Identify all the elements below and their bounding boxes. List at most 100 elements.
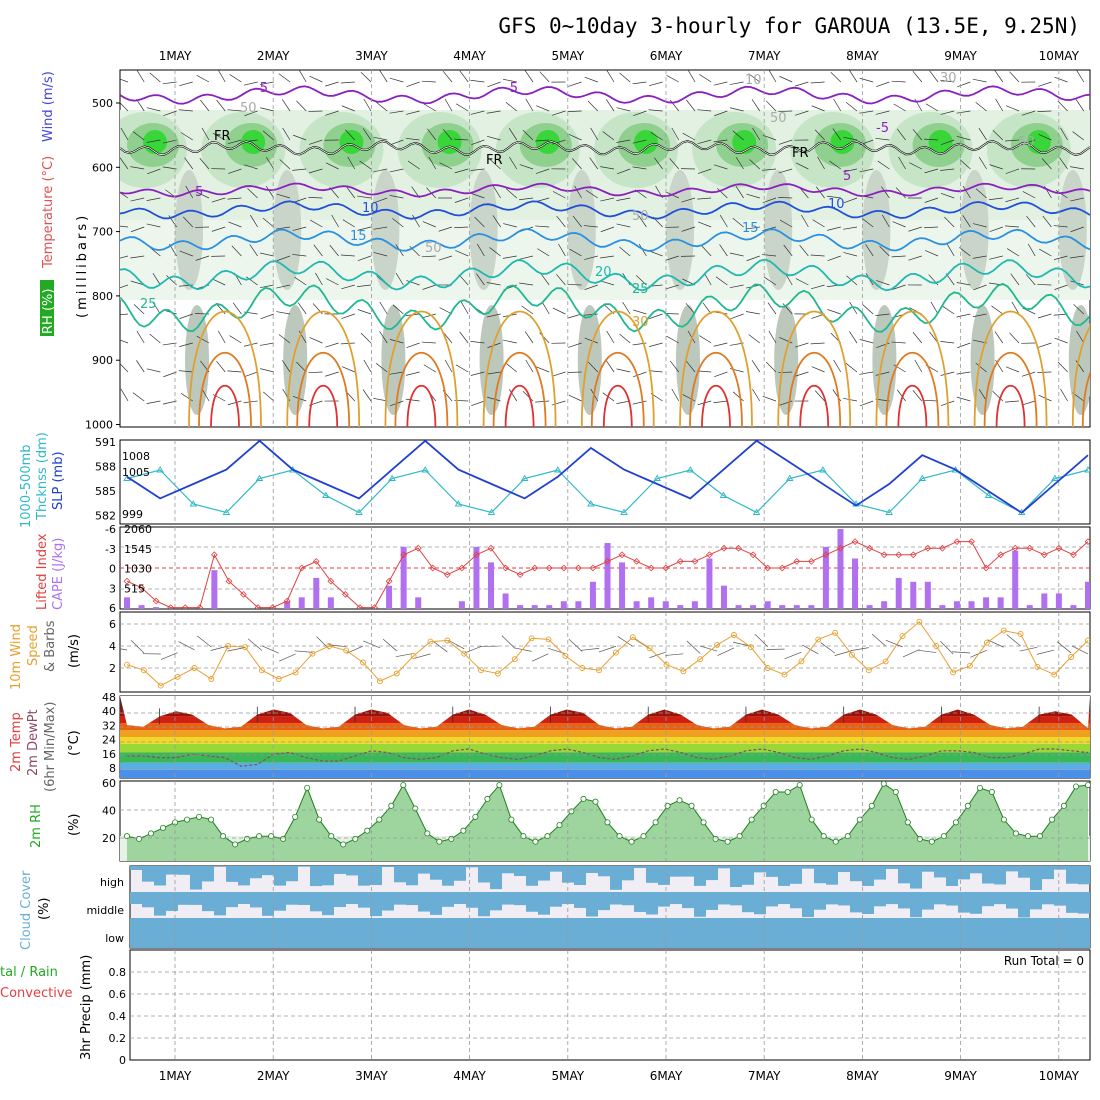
rh-point <box>580 795 587 802</box>
wind-barb <box>152 301 161 315</box>
cloud-middle <box>466 892 478 908</box>
rh-point <box>148 830 155 837</box>
lifted-index-line <box>126 541 1089 609</box>
li-point <box>982 564 990 572</box>
wind-barb <box>944 216 955 228</box>
slp-label-thickness-unit: Thcknss (dm) <box>35 432 50 521</box>
wind-point <box>697 656 704 663</box>
wind-barb <box>1009 71 1020 83</box>
cloud-middle <box>526 892 538 912</box>
wind-barb <box>536 366 550 373</box>
cloud-low <box>490 918 502 948</box>
surface-barb <box>178 641 195 651</box>
rh-point <box>784 789 791 796</box>
cape-bar <box>531 605 538 609</box>
wind-barb <box>940 110 955 115</box>
li-point <box>662 564 670 572</box>
temperature-contour <box>120 85 1090 105</box>
wind-barb <box>764 276 777 286</box>
wind-point <box>157 682 164 689</box>
cloud-low <box>238 918 250 948</box>
wind-barb <box>470 341 485 344</box>
wind-barb <box>843 197 858 204</box>
date-label: 8MAY <box>846 1069 879 1083</box>
cloud-middle <box>886 892 898 905</box>
thickness-tick: 585 <box>95 485 116 498</box>
date-axis-top: 1MAY 2MAY 3MAY 4MAY 5MAY 6MAY 7MAY 8MAY 9MAY 10MA… <box>159 49 1080 63</box>
wind-barb <box>536 105 550 112</box>
temp-band <box>120 730 1090 737</box>
surface-barb <box>568 639 583 652</box>
cloud-high <box>298 866 310 867</box>
cloud-low <box>934 918 946 948</box>
wind-barb <box>278 73 291 83</box>
wind-barb <box>276 193 291 199</box>
wind-barb <box>265 186 275 199</box>
thickness-point <box>984 491 993 498</box>
run-total: Run Total = 0 <box>1004 954 1084 968</box>
dewpoint-line <box>127 748 1089 767</box>
wind-barb <box>1005 168 1020 174</box>
li-point <box>1026 544 1034 552</box>
temp-band <box>120 743 1090 753</box>
li-point <box>545 564 553 572</box>
wind-barb <box>357 309 372 315</box>
cloud-low <box>466 918 478 948</box>
wind-barb <box>849 301 858 315</box>
wind-barb <box>379 331 388 344</box>
li-point <box>1084 538 1090 545</box>
temperature-mask <box>120 696 1090 729</box>
wind-point <box>764 665 771 671</box>
wind-barb <box>799 244 809 257</box>
cape-bar <box>415 597 422 609</box>
cape-bar <box>153 607 160 609</box>
wind-barb <box>811 366 825 373</box>
cloud-middle <box>490 892 502 911</box>
cloud-middle <box>1054 892 1066 906</box>
wind-barb <box>745 226 760 230</box>
wind-barb <box>687 330 696 344</box>
cape-bar <box>822 546 829 609</box>
wind-barb <box>503 339 517 344</box>
rh-tick: 20 <box>102 832 116 845</box>
contour-label: 5 <box>195 185 203 200</box>
wind-barb <box>729 284 744 289</box>
rh-point <box>988 789 995 796</box>
wind-barb <box>1021 400 1036 406</box>
wind-barb <box>616 368 631 373</box>
wind-point <box>1034 663 1041 670</box>
date-label: 1MAY <box>159 49 192 63</box>
slp-tick: 1008 <box>122 450 150 463</box>
wind-barb <box>896 128 906 141</box>
wind-barb <box>244 110 258 117</box>
wind-barb <box>292 226 307 231</box>
contour-label: 25 <box>140 297 157 312</box>
wind-barb <box>407 160 420 170</box>
wind-barb <box>444 359 453 373</box>
cloud-low <box>574 918 586 948</box>
cape-tick: 1545 <box>124 543 152 556</box>
surface-barb <box>754 633 768 647</box>
wind-point <box>343 647 350 654</box>
wind-barb <box>973 284 987 291</box>
wind-barb <box>762 197 777 203</box>
cloud-middle <box>430 892 442 915</box>
wind-barb <box>632 139 647 144</box>
rh-point <box>196 813 203 820</box>
wind-barb <box>120 127 129 141</box>
cloud-high <box>538 866 550 881</box>
upper-air-panel: -5 -5 -5 5 10 15 20 25 30 10 15 25 5 FR … <box>40 69 1091 432</box>
wind-barb <box>120 157 129 170</box>
date-label: 3MAY <box>355 49 388 63</box>
rh-point <box>184 816 191 823</box>
wind-barb <box>460 301 469 315</box>
surface-barb <box>951 651 971 654</box>
temperature-loop <box>983 351 1038 427</box>
wind-point <box>916 618 923 625</box>
rh-region <box>371 170 400 290</box>
wind-barb <box>729 252 744 257</box>
wind-barb <box>216 99 226 112</box>
li-point <box>181 604 189 609</box>
rh-point <box>436 838 443 845</box>
wind-barb <box>146 368 161 373</box>
